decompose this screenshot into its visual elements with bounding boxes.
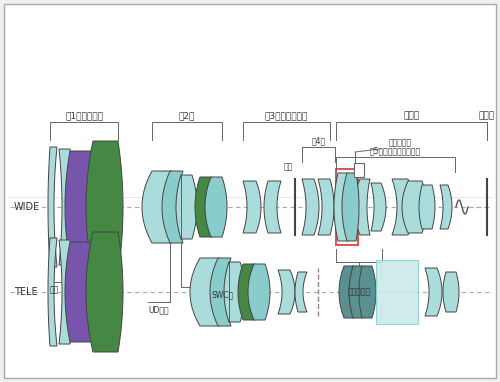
Polygon shape: [48, 147, 57, 267]
Polygon shape: [243, 181, 261, 233]
Polygon shape: [142, 171, 180, 243]
Text: 固定组: 固定组: [404, 111, 419, 120]
Polygon shape: [302, 179, 319, 235]
Polygon shape: [392, 179, 415, 235]
Polygon shape: [295, 272, 307, 312]
Text: 内置增倍镜: 内置增倍镜: [348, 287, 370, 296]
Polygon shape: [278, 270, 295, 314]
Polygon shape: [349, 266, 368, 318]
Text: 第3组（对焦组）: 第3组（对焦组）: [265, 111, 308, 120]
Polygon shape: [176, 175, 197, 239]
Polygon shape: [419, 185, 435, 229]
Polygon shape: [59, 240, 74, 344]
Polygon shape: [162, 171, 183, 243]
Text: 焦平面: 焦平面: [479, 111, 495, 120]
Polygon shape: [86, 232, 123, 352]
Polygon shape: [318, 179, 334, 235]
Polygon shape: [65, 151, 99, 263]
Polygon shape: [440, 185, 452, 229]
Polygon shape: [342, 173, 359, 241]
Polygon shape: [443, 272, 459, 312]
Text: TELE: TELE: [14, 287, 38, 297]
Text: 萤石: 萤石: [50, 285, 59, 294]
Text: SWC面: SWC面: [212, 290, 234, 299]
Polygon shape: [65, 242, 99, 342]
Polygon shape: [339, 266, 358, 318]
Polygon shape: [402, 181, 427, 233]
Polygon shape: [425, 268, 442, 316]
Polygon shape: [371, 183, 386, 231]
Polygon shape: [224, 262, 245, 322]
Polygon shape: [59, 149, 74, 265]
Bar: [354, 163, 364, 177]
Text: 第2组: 第2组: [179, 111, 195, 120]
Polygon shape: [210, 258, 231, 326]
Bar: [336, 169, 358, 245]
Text: 第4组: 第4组: [312, 136, 326, 145]
Polygon shape: [359, 266, 376, 318]
Text: 第1组（固定）: 第1组（固定）: [65, 111, 103, 120]
Polygon shape: [354, 179, 370, 235]
Text: 光圈: 光圈: [284, 162, 292, 171]
Bar: [376, 260, 418, 324]
Polygon shape: [195, 177, 218, 237]
Polygon shape: [334, 173, 353, 241]
Polygon shape: [190, 258, 228, 326]
Polygon shape: [205, 177, 227, 237]
Text: 插入式滤镜: 插入式滤镜: [388, 138, 411, 147]
Text: UD镜片: UD镜片: [148, 305, 169, 314]
Polygon shape: [48, 238, 57, 346]
Polygon shape: [248, 264, 270, 320]
Polygon shape: [238, 264, 261, 320]
Polygon shape: [86, 141, 123, 273]
Polygon shape: [264, 181, 281, 233]
Text: 第5组（校正光学系统）: 第5组（校正光学系统）: [370, 146, 421, 155]
Text: WIDE: WIDE: [14, 202, 40, 212]
